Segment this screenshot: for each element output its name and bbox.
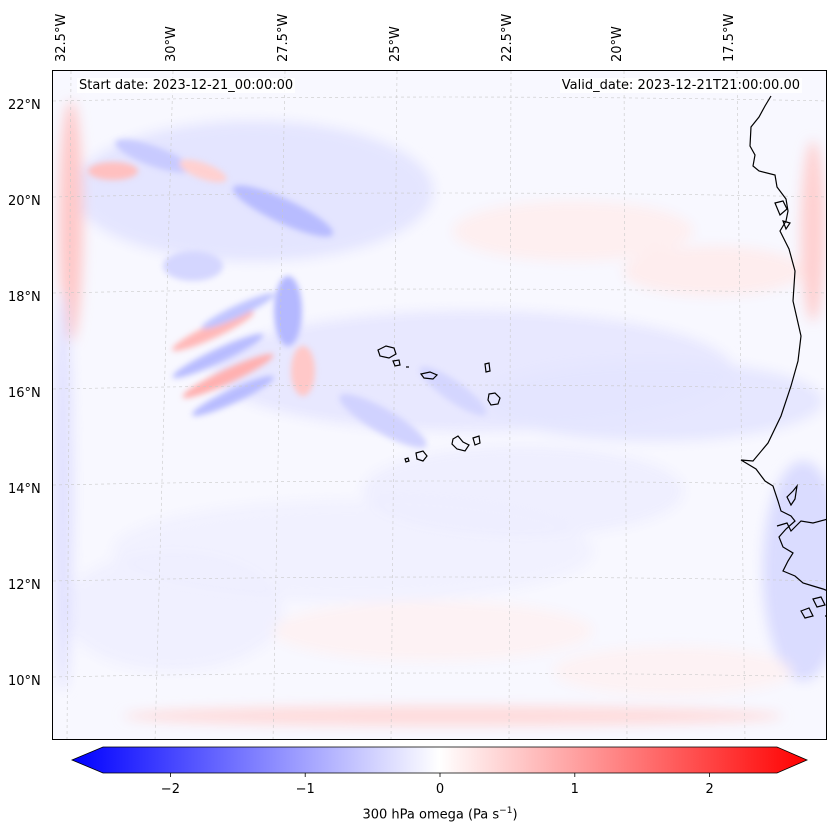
colorbar-body [70,746,809,774]
colorbar-tick-label: 0 [435,782,445,797]
lat-label-16n: 16°N [8,386,41,401]
lon-label-17-5w: 17.5°W [722,13,737,62]
omega-background-patterns [53,101,826,726]
colorbar-tick-label: −2 [160,782,180,797]
colorbar [70,746,809,777]
lon-label-20w: 20°W [610,26,625,62]
colorbar-title: 300 hPa omega (Pa s−1) [362,806,518,823]
map-panel [52,70,827,740]
lat-label-14n: 14°N [8,482,41,497]
omega-wave-features [88,139,487,449]
lon-label-27-5w: 27.5°W [276,13,291,62]
colorbar-tick-label: 1 [570,782,579,797]
lat-label-12n: 12°N [8,578,41,593]
lon-label-30w: 30°W [164,26,179,62]
lat-label-10n: 10°N [8,674,41,689]
start-date-label: Start date: 2023-12-21_00:00:00 [77,78,296,93]
colorbar-tick-label: −1 [295,782,315,797]
graticule [53,71,826,739]
lat-label-18n: 18°N [8,290,41,305]
lat-label-20n: 20°N [8,194,41,209]
lon-label-22-5w: 22.5°W [500,13,515,62]
cape-verde-islands [377,345,501,463]
lon-label-25w: 25°W [388,26,403,62]
colorbar-tick-label: 2 [705,782,714,797]
omega-field-map [53,71,826,739]
lat-label-22n: 22°N [8,98,41,113]
valid-date-label: Valid_date: 2023-12-21T21:00:00.00 [559,78,802,93]
lon-label-32-5w: 32.5°W [54,13,69,62]
west-africa-coastline [740,95,826,619]
